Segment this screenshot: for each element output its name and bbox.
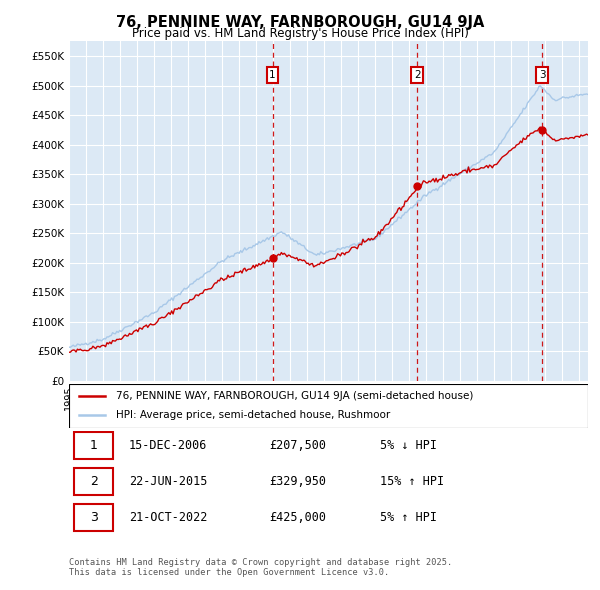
Text: 2: 2 [414,70,421,80]
Text: £425,000: £425,000 [269,512,326,525]
Text: 3: 3 [539,70,545,80]
Text: 76, PENNINE WAY, FARNBOROUGH, GU14 9JA (semi-detached house): 76, PENNINE WAY, FARNBOROUGH, GU14 9JA (… [116,391,473,401]
Text: 3: 3 [90,512,98,525]
Text: 5% ↑ HPI: 5% ↑ HPI [380,512,437,525]
Bar [74,432,113,458]
Text: 1: 1 [269,70,276,80]
Text: 21-OCT-2022: 21-OCT-2022 [128,512,207,525]
Bar [74,504,113,531]
Bar [74,468,113,495]
Text: 76, PENNINE WAY, FARNBOROUGH, GU14 9JA: 76, PENNINE WAY, FARNBOROUGH, GU14 9JA [116,15,484,30]
Text: 5% ↓ HPI: 5% ↓ HPI [380,439,437,452]
Text: Price paid vs. HM Land Registry's House Price Index (HPI): Price paid vs. HM Land Registry's House … [131,27,469,40]
Text: 15-DEC-2006: 15-DEC-2006 [128,439,207,452]
Text: 15% ↑ HPI: 15% ↑ HPI [380,475,445,488]
Text: £329,950: £329,950 [269,475,326,488]
Text: 1: 1 [90,439,98,452]
Text: £207,500: £207,500 [269,439,326,452]
Text: 2: 2 [90,475,98,488]
Text: HPI: Average price, semi-detached house, Rushmoor: HPI: Average price, semi-detached house,… [116,411,390,420]
Text: Contains HM Land Registry data © Crown copyright and database right 2025.
This d: Contains HM Land Registry data © Crown c… [69,558,452,577]
Text: 22-JUN-2015: 22-JUN-2015 [128,475,207,488]
